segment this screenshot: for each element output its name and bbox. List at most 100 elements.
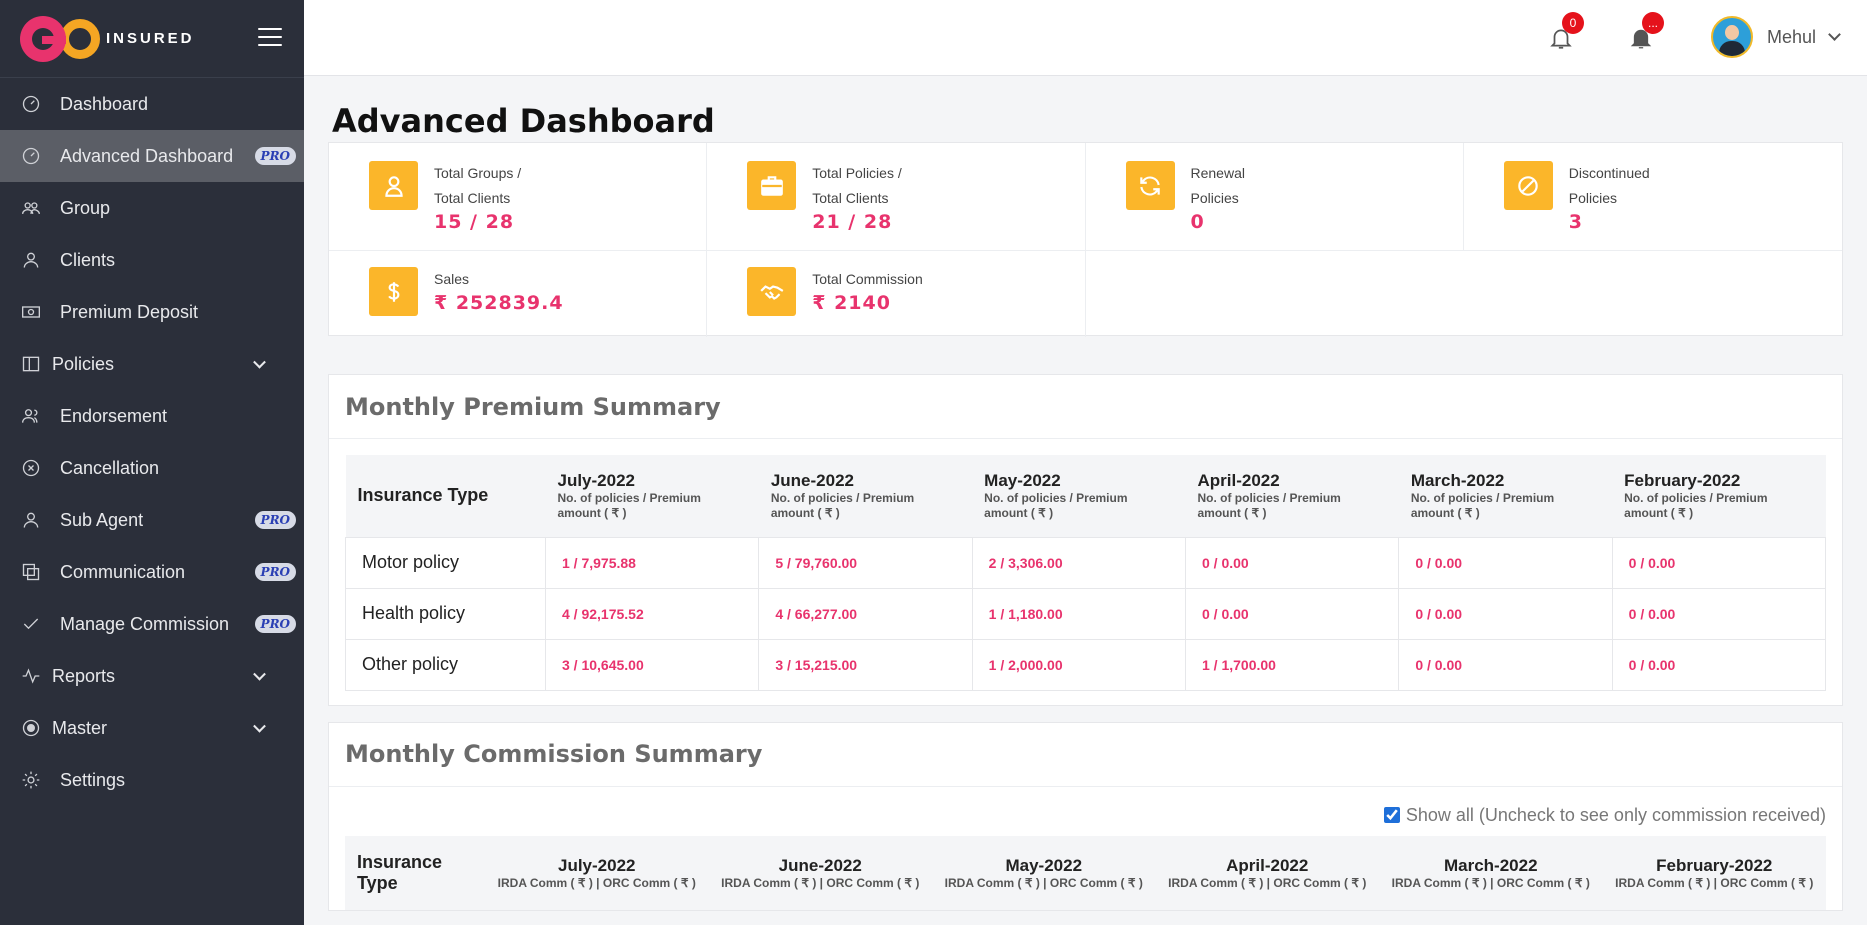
table-cell: 1 / 1,700.00	[1184, 638, 1400, 691]
column-header-month: March-2022 No. of policies / Premium amou…	[1398, 455, 1613, 537]
speedometer-icon	[20, 145, 42, 167]
table-cell: 5 / 79,760.00	[758, 536, 973, 589]
user-menu[interactable]: Mehul	[1710, 16, 1841, 58]
page-title: Advanced Dashboard	[332, 102, 715, 140]
logo-text: INSURED	[106, 30, 195, 47]
sidebar-item-policies[interactable]: Policies	[0, 338, 304, 390]
sidebar-item-label: Reports	[52, 665, 116, 686]
alert-bell-icon[interactable]: ...	[1628, 12, 1664, 52]
stat-discontinued: Discontinued Policies 3	[1463, 143, 1842, 251]
show-all-label: Show all (Uncheck to see only commission…	[1405, 804, 1826, 825]
sidebar-item-reports[interactable]: Reports	[0, 650, 304, 702]
table-cell: 1 / 7,975.88	[544, 536, 760, 589]
cancel-circle-icon	[20, 457, 42, 479]
sidebar-item-endorsement[interactable]: Endorsement	[0, 390, 304, 442]
user-icon	[20, 249, 42, 271]
sidebar-item-group[interactable]: Group	[0, 182, 304, 234]
table-cell: 1 / 1,180.00	[971, 587, 1186, 640]
sidebar-item-communication[interactable]: Communication PRO	[0, 546, 304, 598]
column-header-month: June-2022 IRDA Comm ( ₹ ) | ORC Comm ( ₹ …	[708, 835, 932, 910]
stat-commission: Total Commission ₹ 2140	[707, 251, 1086, 337]
column-header-month: July-2022 No. of policies / Premium amoun…	[545, 455, 759, 537]
topbar: 0 ... Mehul	[304, 0, 1867, 76]
column-header-month: July-2022 IRDA Comm ( ₹ ) | ORC Comm ( ₹ …	[485, 835, 709, 910]
column-header-month: June-2022 No. of policies / Premium amoun…	[758, 455, 973, 537]
user-icon	[20, 509, 42, 531]
book-icon	[20, 353, 42, 375]
sidebar-menu: Dashboard Advanced Dashboard PRO Group C…	[0, 78, 304, 806]
users-icon	[20, 405, 42, 427]
sidebar-item-label: Master	[52, 717, 108, 738]
avatar	[1710, 16, 1753, 58]
dollar-icon	[369, 267, 418, 316]
stat-label: Total Groups /	[434, 165, 522, 181]
stat-value: 21 / 28	[812, 211, 893, 233]
column-header-insurance-type: Insurance Type	[345, 455, 546, 537]
sidebar-item-label: Group	[60, 197, 111, 218]
copy-icon	[20, 561, 42, 583]
sidebar-item-label: Settings	[60, 769, 126, 790]
sidebar-item-dashboard[interactable]: Dashboard	[0, 78, 304, 130]
table-cell-type: Motor policy	[345, 536, 546, 589]
table-cell: 0 / 0.00	[1398, 638, 1613, 691]
sidebar-item-premium-deposit[interactable]: Premium Deposit	[0, 286, 304, 338]
chevron-down-icon[interactable]	[253, 667, 266, 681]
sidebar-item-label: Clients	[60, 249, 116, 270]
group-icon	[20, 197, 42, 219]
table-cell: 4 / 66,277.00	[758, 587, 973, 640]
stats-panel: Total Groups / Total Clients 15 / 28 Tot…	[328, 142, 1843, 337]
stat-label: Renewal	[1190, 165, 1245, 181]
notification-count-badge: 0	[1562, 12, 1584, 34]
stat-groups: Total Groups / Total Clients 15 / 28	[329, 143, 708, 251]
sidebar-item-advanced-dashboard[interactable]: Advanced Dashboard PRO	[0, 130, 304, 182]
stat-empty	[1086, 251, 1464, 337]
chevron-down-icon[interactable]	[253, 719, 266, 733]
table-cell: 0 / 0.00	[1611, 638, 1827, 691]
table-row: Motor policy 1 / 7,975.88 5 / 79,760.00 …	[345, 536, 1827, 589]
stat-label: Total Commission	[812, 271, 923, 287]
gear-icon	[20, 769, 42, 791]
sidebar-item-manage-commission[interactable]: Manage Commission PRO	[0, 598, 304, 650]
table-cell: 0 / 0.00	[1184, 587, 1400, 640]
table-header-row: Insurance Type July-2022 No. of policies …	[345, 455, 1826, 537]
table-cell: 0 / 0.00	[1398, 536, 1613, 589]
show-all-checkbox[interactable]	[1383, 807, 1400, 823]
sidebar-item-master[interactable]: Master	[0, 702, 304, 754]
hamburger-menu-icon[interactable]	[258, 28, 282, 46]
stat-label: Total Clients	[434, 190, 511, 206]
column-header-month: May-2022 IRDA Comm ( ₹ ) | ORC Comm ( ₹ )	[932, 835, 1156, 910]
table-header-row: Insurance Type July-2022 IRDA Comm ( ₹ ) …	[345, 835, 1826, 910]
pro-badge: PRO	[254, 511, 296, 529]
sidebar-item-settings[interactable]: Settings	[0, 754, 304, 806]
sidebar-item-label: Communication	[60, 561, 186, 582]
logo-o-mark	[60, 18, 100, 59]
table-cell: 3 / 10,645.00	[544, 638, 760, 691]
target-icon	[20, 717, 42, 739]
notification-bell-icon[interactable]: 0	[1548, 12, 1584, 52]
sidebar-item-clients[interactable]: Clients	[0, 234, 304, 286]
table-cell: 1 / 2,000.00	[971, 638, 1186, 691]
stat-label: Sales	[434, 271, 470, 287]
table-cell-type: Health policy	[345, 587, 546, 640]
sidebar-item-label: Premium Deposit	[60, 301, 199, 322]
logo-g-mark	[20, 15, 66, 62]
sidebar-item-label: Advanced Dashboard	[60, 145, 234, 166]
chevron-down-icon[interactable]	[253, 355, 266, 369]
stat-empty	[1464, 251, 1842, 337]
column-header-month: March-2022 IRDA Comm ( ₹ ) | ORC Comm ( ₹…	[1379, 835, 1603, 910]
main-content: Advanced Dashboard Total Groups / Total …	[304, 76, 1867, 925]
table-cell: 0 / 0.00	[1611, 536, 1827, 589]
stat-label: Policies	[1568, 190, 1617, 206]
logo[interactable]: INSURED	[20, 15, 195, 62]
show-all-toggle[interactable]: Show all (Uncheck to see only commission…	[329, 787, 1842, 826]
sidebar-item-label: Policies	[52, 353, 115, 374]
sidebar-item-cancellation[interactable]: Cancellation	[0, 442, 304, 494]
stat-label: Total Policies /	[812, 165, 902, 181]
premium-summary-table: Insurance Type July-2022 No. of policies …	[345, 455, 1827, 691]
check-icon	[20, 613, 42, 635]
sidebar-item-sub-agent[interactable]: Sub Agent PRO	[0, 494, 304, 546]
column-header-month: April-2022 No. of policies / Premium amou…	[1185, 455, 1399, 537]
stat-label: Policies	[1190, 190, 1239, 206]
handshake-icon	[747, 267, 797, 316]
table-cell: 0 / 0.00	[1611, 587, 1827, 640]
